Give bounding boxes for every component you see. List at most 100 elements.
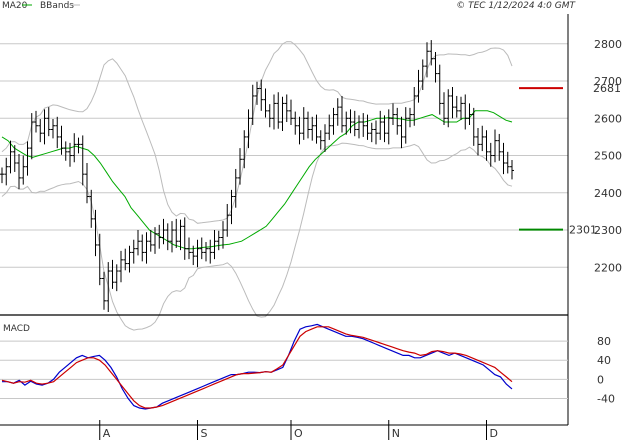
- price-bar: [471, 107, 476, 146]
- price-bar: [446, 89, 451, 128]
- macd-tick-label: 80: [597, 335, 611, 348]
- price-bar: [408, 107, 412, 128]
- price-bar: [140, 234, 145, 262]
- price-bar: [0, 167, 4, 184]
- legend-bbands: BBands: [40, 1, 74, 11]
- price-bar: [493, 129, 497, 163]
- price-bar: [412, 87, 417, 126]
- price-bar: [80, 135, 85, 186]
- price-bar: [340, 95, 344, 133]
- price-bar: [382, 115, 387, 143]
- price-bar: [289, 99, 293, 126]
- x-month-label: D: [490, 427, 498, 440]
- price-bar: [459, 96, 463, 120]
- price-bar: [357, 115, 361, 139]
- price-bar: [199, 237, 204, 260]
- price-tick-label: 2400: [594, 187, 622, 200]
- price-bar: [416, 69, 421, 103]
- price-bar: [144, 232, 149, 264]
- price-bars: [0, 40, 514, 312]
- price-bar: [195, 239, 200, 268]
- price-bar: [488, 142, 493, 167]
- price-bar: [182, 217, 187, 260]
- macd-y-axis: 80 40 0 -40: [597, 335, 615, 405]
- price-bar: [365, 114, 370, 140]
- price-tick-label: 2200: [594, 261, 622, 274]
- macd-lines: [1, 323, 513, 410]
- price-bar: [429, 40, 434, 66]
- price-bar: [399, 116, 404, 149]
- price-bar: [391, 103, 395, 126]
- price-bar: [131, 239, 136, 264]
- price-bar: [55, 116, 60, 149]
- price-bar: [301, 107, 306, 140]
- price-bar: [250, 84, 255, 126]
- legend-ma20: MA20: [2, 1, 28, 11]
- price-bar: [225, 203, 230, 237]
- price-bar: [293, 111, 298, 135]
- price-bar: [110, 259, 115, 289]
- price-bar: [68, 142, 72, 167]
- price-tick-label: 2600: [594, 112, 622, 125]
- price-bar: [310, 116, 315, 141]
- price-bar: [284, 94, 289, 123]
- price-bar: [454, 95, 459, 118]
- price-bar: [403, 107, 408, 144]
- price-bar: [306, 111, 310, 139]
- price-bar: [259, 79, 264, 111]
- price-bar: [178, 219, 183, 251]
- price-bar: [425, 42, 429, 78]
- price-bar: [272, 94, 276, 130]
- signal-line: [1, 326, 513, 409]
- price-bar: [335, 98, 340, 126]
- price-bar: [127, 245, 132, 273]
- price-bar: [165, 223, 170, 251]
- price-tick-label: 2800: [594, 38, 622, 51]
- price-bar: [331, 107, 336, 135]
- price-bar: [97, 233, 102, 286]
- price-bar: [327, 114, 332, 140]
- price-bar: [238, 148, 242, 185]
- price-bar: [246, 109, 251, 149]
- price-bar: [157, 224, 162, 249]
- price-bar: [361, 113, 366, 137]
- macd-tick-label: -40: [597, 392, 615, 405]
- x-month-label: N: [392, 427, 400, 440]
- price-bar: [267, 104, 272, 128]
- price-bar: [12, 145, 17, 172]
- price-bar: [136, 230, 140, 256]
- price-bar: [21, 155, 26, 185]
- price-bar: [208, 239, 213, 264]
- x-month-label: S: [201, 427, 208, 440]
- resistance-level-label: 2681: [593, 82, 621, 95]
- price-bar: [420, 59, 425, 90]
- price-bar: [38, 119, 43, 143]
- copyright-timestamp: © TEC 1/12/2024 4:0 GMT: [456, 1, 576, 11]
- price-bar: [484, 130, 489, 161]
- price-bar: [386, 109, 391, 145]
- price-bar: [76, 137, 81, 154]
- price-bar: [476, 127, 480, 156]
- price-bar: [280, 96, 285, 131]
- price-bar: [212, 230, 217, 260]
- x-month-label: O: [294, 427, 303, 440]
- price-bar: [59, 125, 64, 155]
- price-bar: [505, 151, 510, 174]
- price-bar: [378, 110, 383, 140]
- price-bar: [72, 133, 77, 163]
- price-bar: [497, 133, 502, 161]
- price-bar: [276, 92, 281, 129]
- price-bar: [255, 81, 259, 105]
- price-bar: [204, 241, 208, 262]
- macd-tick-label: 0: [597, 373, 604, 386]
- price-bar: [8, 140, 13, 174]
- price-bar: [161, 218, 166, 245]
- price-bar: [34, 110, 38, 133]
- price-bar: [221, 221, 225, 249]
- bband-lower-line: [1, 142, 513, 331]
- price-bar: [510, 160, 514, 180]
- price-bar: [51, 119, 55, 139]
- price-bar: [153, 227, 157, 254]
- price-bar: [314, 114, 319, 144]
